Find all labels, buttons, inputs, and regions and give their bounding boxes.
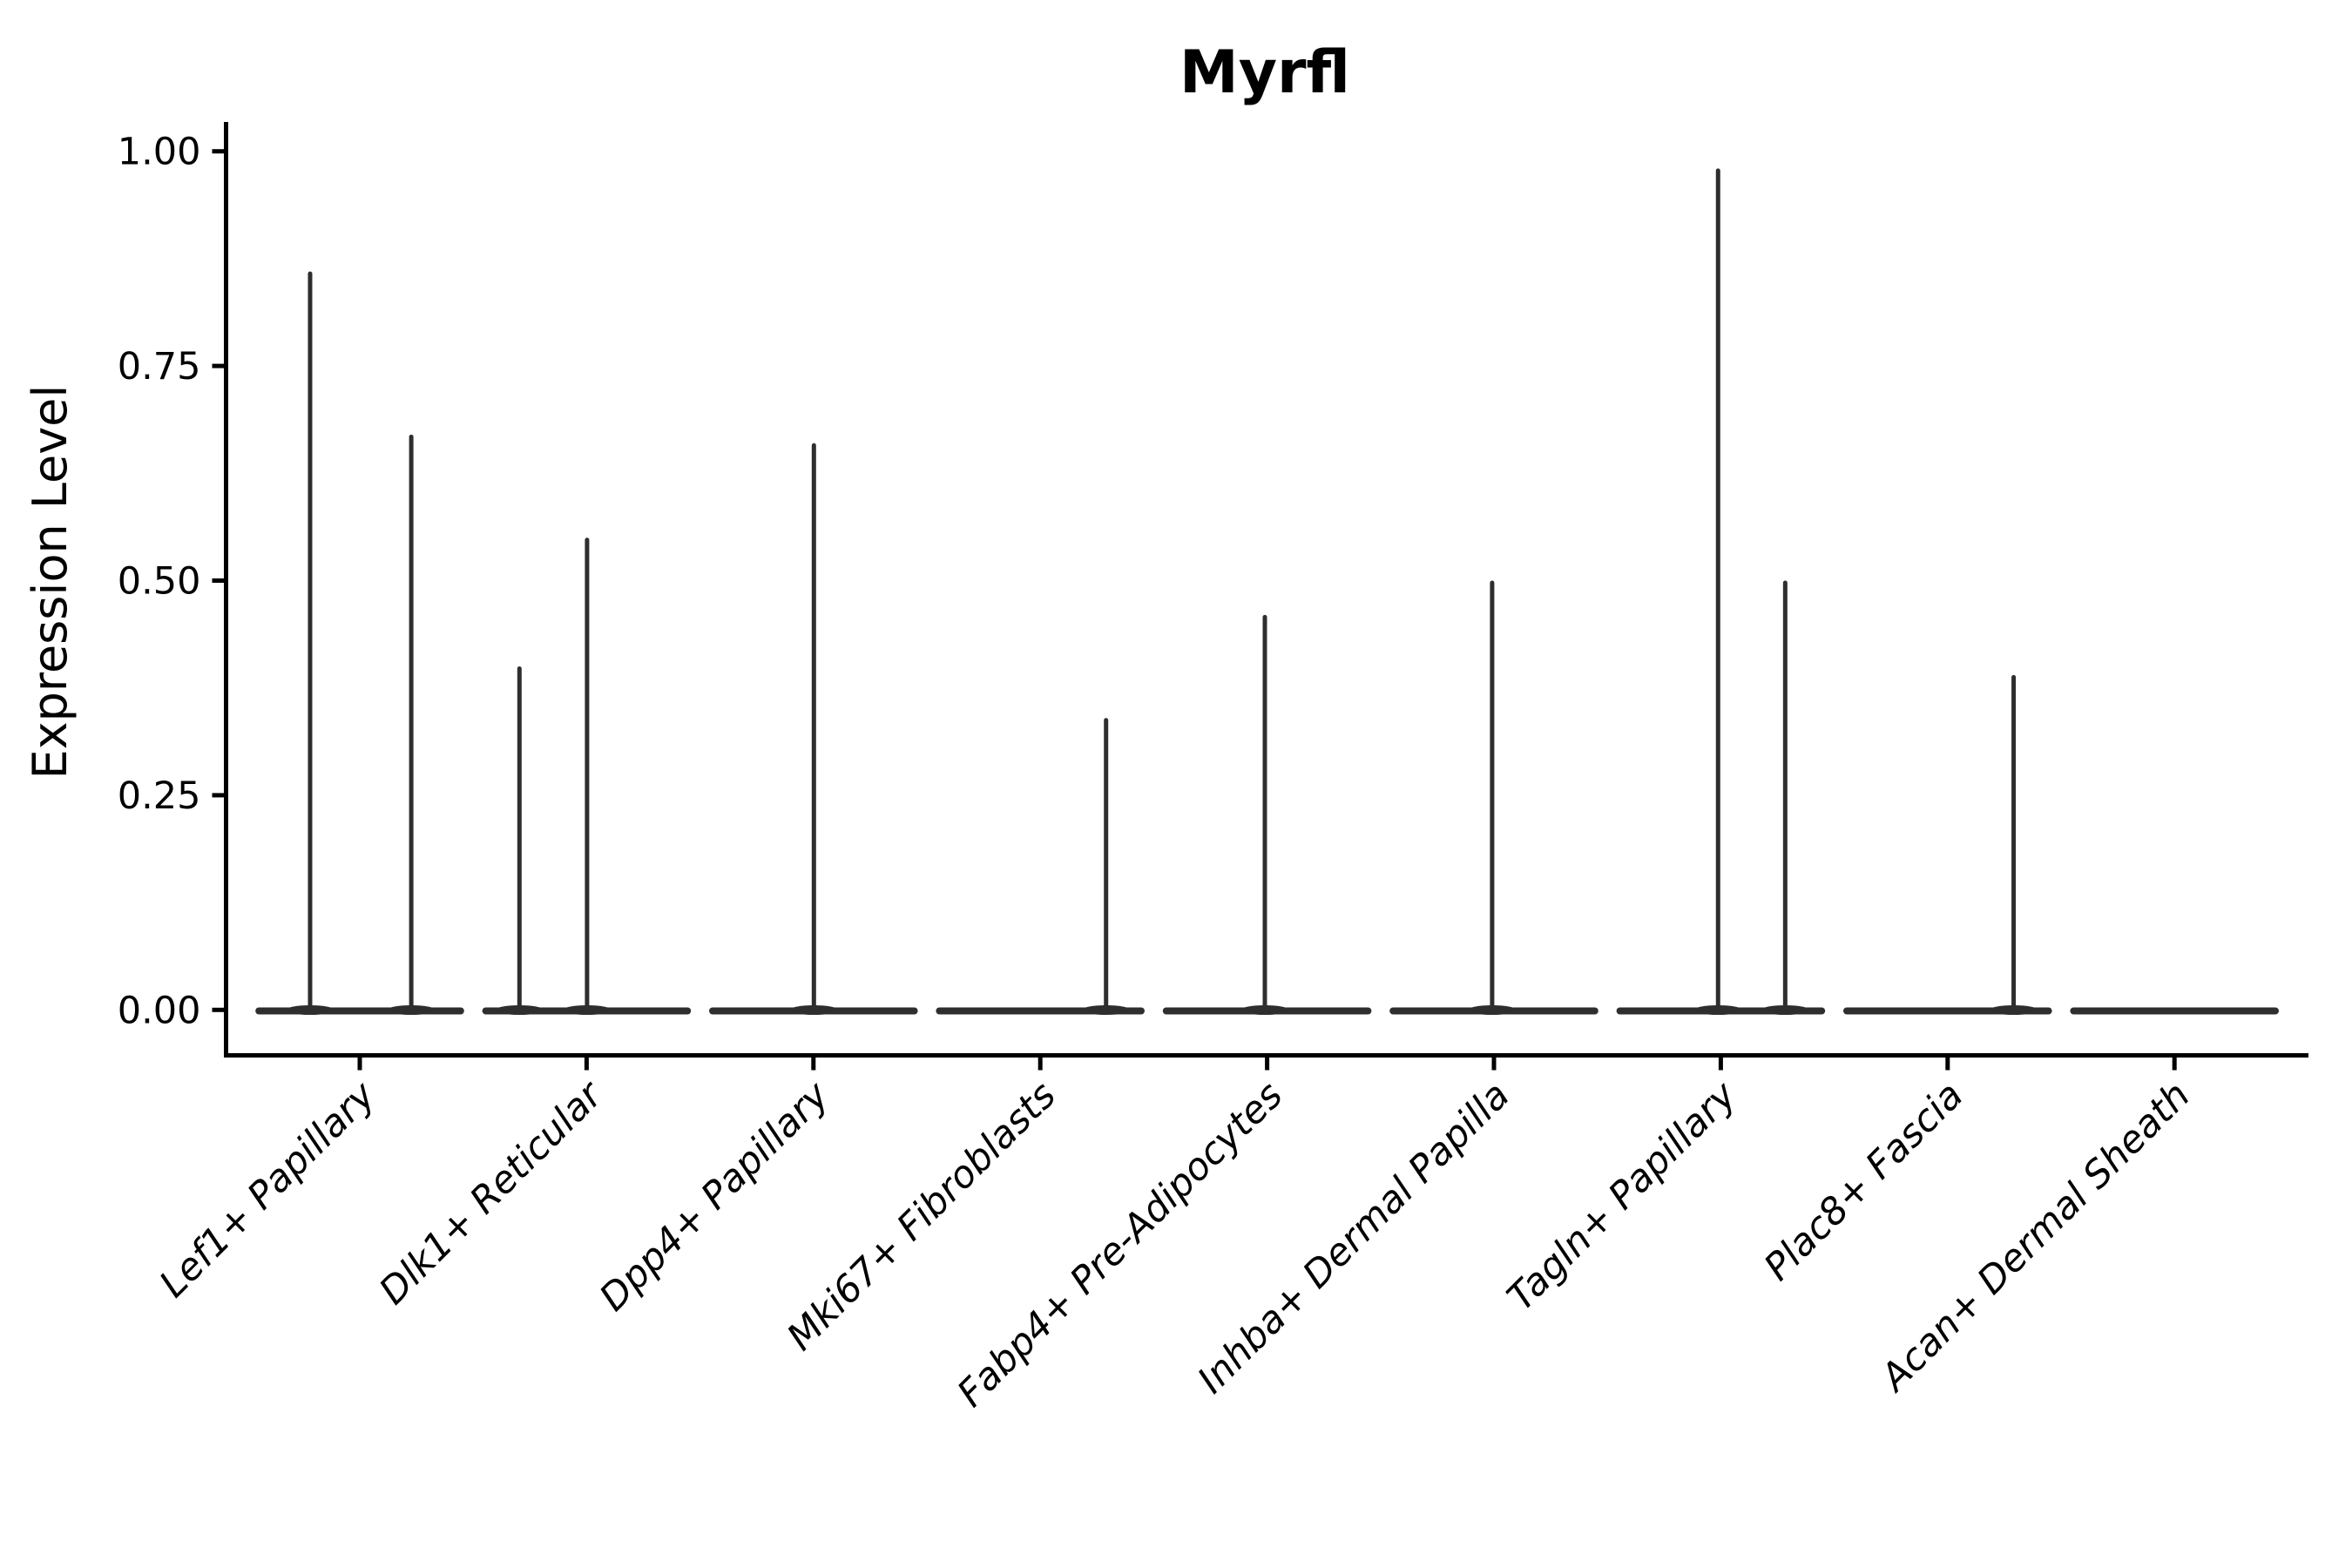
x-tick-label: Tagln+ Papillary [1499,1073,1746,1320]
x-tick-label: Dlk1+ Reticular [371,1072,612,1314]
x-tick-label: Lef1+ Papillary [152,1073,384,1306]
x-tick-label: Dpp4+ Papillary [591,1073,838,1320]
y-tick-label: 0.75 [118,345,201,389]
plot-area: 0.00 0.25 0.50 0.75 1.00 Lef1+ PapillaryDlk1+… [118,122,2308,1416]
y-tick-label: 0.25 [118,774,201,818]
y-axis-label: Expression Level [23,385,78,780]
y-tick-label: 0.00 [118,989,201,1032]
x-tick-label: Plac8+ Fascia [1756,1073,1972,1289]
y-tick-label: 1.00 [118,131,201,174]
y-tick-label: 0.50 [118,560,201,604]
chart-title: Myrfl [1179,38,1350,107]
